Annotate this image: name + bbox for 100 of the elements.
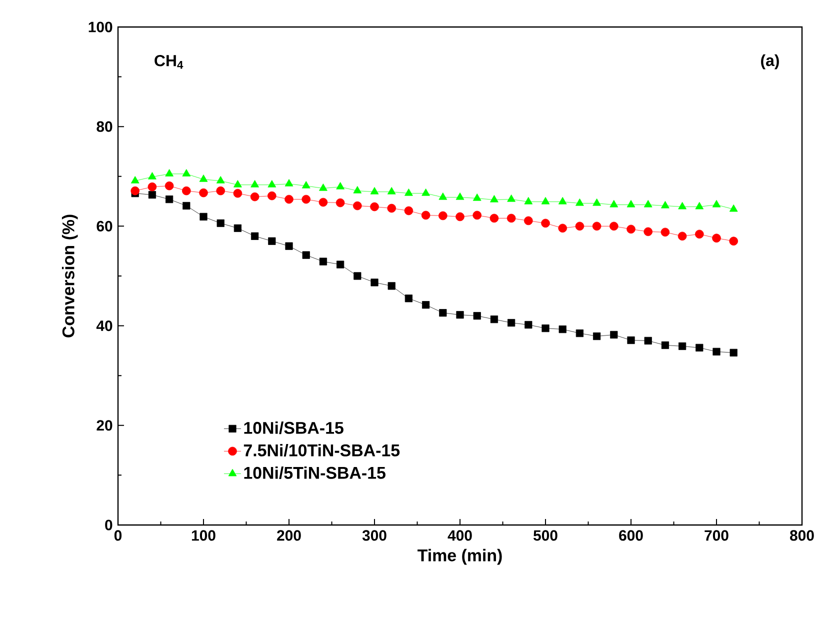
point: [644, 336, 652, 345]
point: [438, 192, 448, 200]
point: [130, 186, 140, 196]
point: [370, 202, 379, 212]
point: [524, 320, 532, 329]
point: [558, 325, 566, 334]
point: [729, 204, 738, 212]
point: [370, 278, 378, 286]
point: [575, 222, 584, 231]
point: [490, 214, 499, 223]
point: [234, 180, 242, 188]
point: [439, 309, 447, 317]
point: [456, 192, 464, 200]
point: [353, 186, 362, 194]
point: [164, 181, 174, 190]
point: [319, 184, 328, 191]
point: [472, 210, 482, 220]
point: [182, 186, 191, 196]
point: [592, 198, 601, 206]
y-tick-label: 80: [96, 121, 112, 132]
point: [268, 180, 276, 188]
point: [182, 202, 190, 210]
point: [422, 301, 430, 309]
point: [216, 176, 225, 184]
point: [661, 200, 670, 208]
point: [268, 191, 276, 200]
point: [456, 212, 464, 222]
point: [660, 228, 670, 237]
point: [421, 210, 430, 220]
point: [524, 216, 533, 226]
point: [610, 222, 618, 231]
point: [251, 232, 259, 240]
point: [524, 196, 533, 204]
point: [234, 224, 242, 232]
x-tick-label: 400: [448, 530, 472, 541]
point: [644, 200, 652, 208]
point: [216, 219, 224, 227]
point: [302, 251, 310, 259]
point: [233, 188, 242, 198]
point: [336, 260, 344, 268]
point: [576, 329, 584, 338]
point: [678, 202, 686, 210]
point: [490, 316, 498, 324]
point: [644, 227, 653, 236]
point: [712, 348, 720, 356]
point: [165, 169, 174, 176]
point: [200, 212, 208, 221]
point: [678, 232, 687, 241]
point: [250, 180, 259, 188]
point: [490, 194, 498, 202]
x-tick-label: 200: [277, 530, 301, 541]
point: [182, 169, 191, 176]
point: [610, 200, 618, 208]
point: [318, 198, 328, 207]
point: [610, 330, 618, 339]
y-tick-label: 100: [88, 22, 112, 32]
point: [216, 186, 226, 196]
point: [302, 194, 311, 204]
point: [130, 176, 140, 184]
legend-label: 10Ni/5TiN-SBA-15: [244, 466, 386, 480]
point: [506, 214, 516, 223]
point: [199, 188, 208, 198]
point: [422, 188, 430, 196]
point: [148, 191, 156, 199]
x-tick-label: 700: [704, 530, 728, 541]
point: [336, 198, 345, 208]
point: [696, 344, 704, 352]
point: [456, 311, 464, 319]
y-axis-title: Conversion (%): [62, 214, 78, 338]
point: [285, 242, 293, 250]
point: [507, 194, 516, 202]
point: [541, 196, 550, 204]
annotation: CH$_{4}$: [154, 54, 184, 69]
point: [319, 258, 328, 266]
point: [268, 237, 276, 245]
point: [438, 211, 448, 220]
point: [354, 272, 362, 280]
point: [387, 187, 396, 194]
point: [404, 188, 413, 196]
legend-label: 7.5Ni/10TiN-SBA-15: [244, 444, 400, 457]
point: [473, 312, 481, 320]
point: [626, 224, 636, 234]
legend-label: 10Ni/SBA-15: [244, 421, 344, 434]
point: [166, 195, 174, 204]
x-tick-label: 300: [362, 530, 386, 541]
y-tick-label: 0: [105, 520, 112, 530]
point: [712, 200, 721, 208]
point: [542, 324, 550, 332]
point: [558, 196, 567, 204]
point: [558, 224, 568, 233]
point: [336, 182, 344, 190]
x-tick-label: 0: [114, 530, 122, 541]
x-tick-label: 800: [790, 530, 814, 541]
x-tick-label: 500: [533, 530, 558, 541]
point: [370, 187, 379, 194]
point: [627, 336, 635, 344]
point: [712, 234, 721, 243]
point: [302, 181, 310, 188]
point: [387, 204, 396, 213]
point: [284, 194, 294, 204]
